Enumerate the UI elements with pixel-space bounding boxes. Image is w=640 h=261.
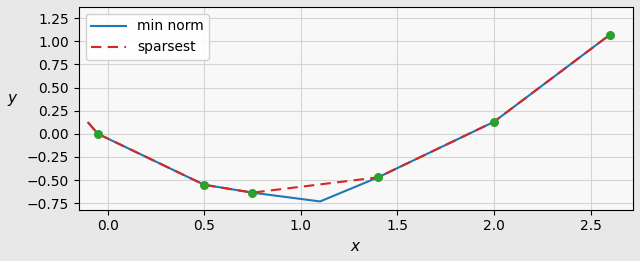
Y-axis label: $y$: $y$ — [7, 92, 19, 108]
X-axis label: $x$: $x$ — [350, 239, 362, 254]
Point — [489, 120, 499, 124]
Legend: min norm, sparsest: min norm, sparsest — [86, 14, 209, 60]
min norm — [200, 183, 208, 186]
sparsest — [200, 183, 208, 186]
sparsest — [248, 191, 256, 194]
Line: min norm: min norm — [88, 35, 610, 201]
Point — [93, 132, 103, 136]
min norm — [316, 200, 324, 203]
min norm — [94, 132, 102, 135]
Point — [373, 175, 383, 180]
sparsest — [374, 176, 382, 179]
sparsest — [84, 121, 92, 124]
min norm — [606, 33, 614, 36]
min norm — [374, 176, 382, 179]
sparsest — [490, 120, 498, 123]
min norm — [84, 121, 92, 124]
sparsest — [606, 33, 614, 36]
min norm — [248, 191, 256, 194]
Point — [605, 33, 615, 37]
Point — [199, 183, 209, 187]
Line: sparsest: sparsest — [88, 35, 610, 193]
Point — [247, 191, 257, 195]
sparsest — [94, 132, 102, 135]
min norm — [490, 120, 498, 123]
